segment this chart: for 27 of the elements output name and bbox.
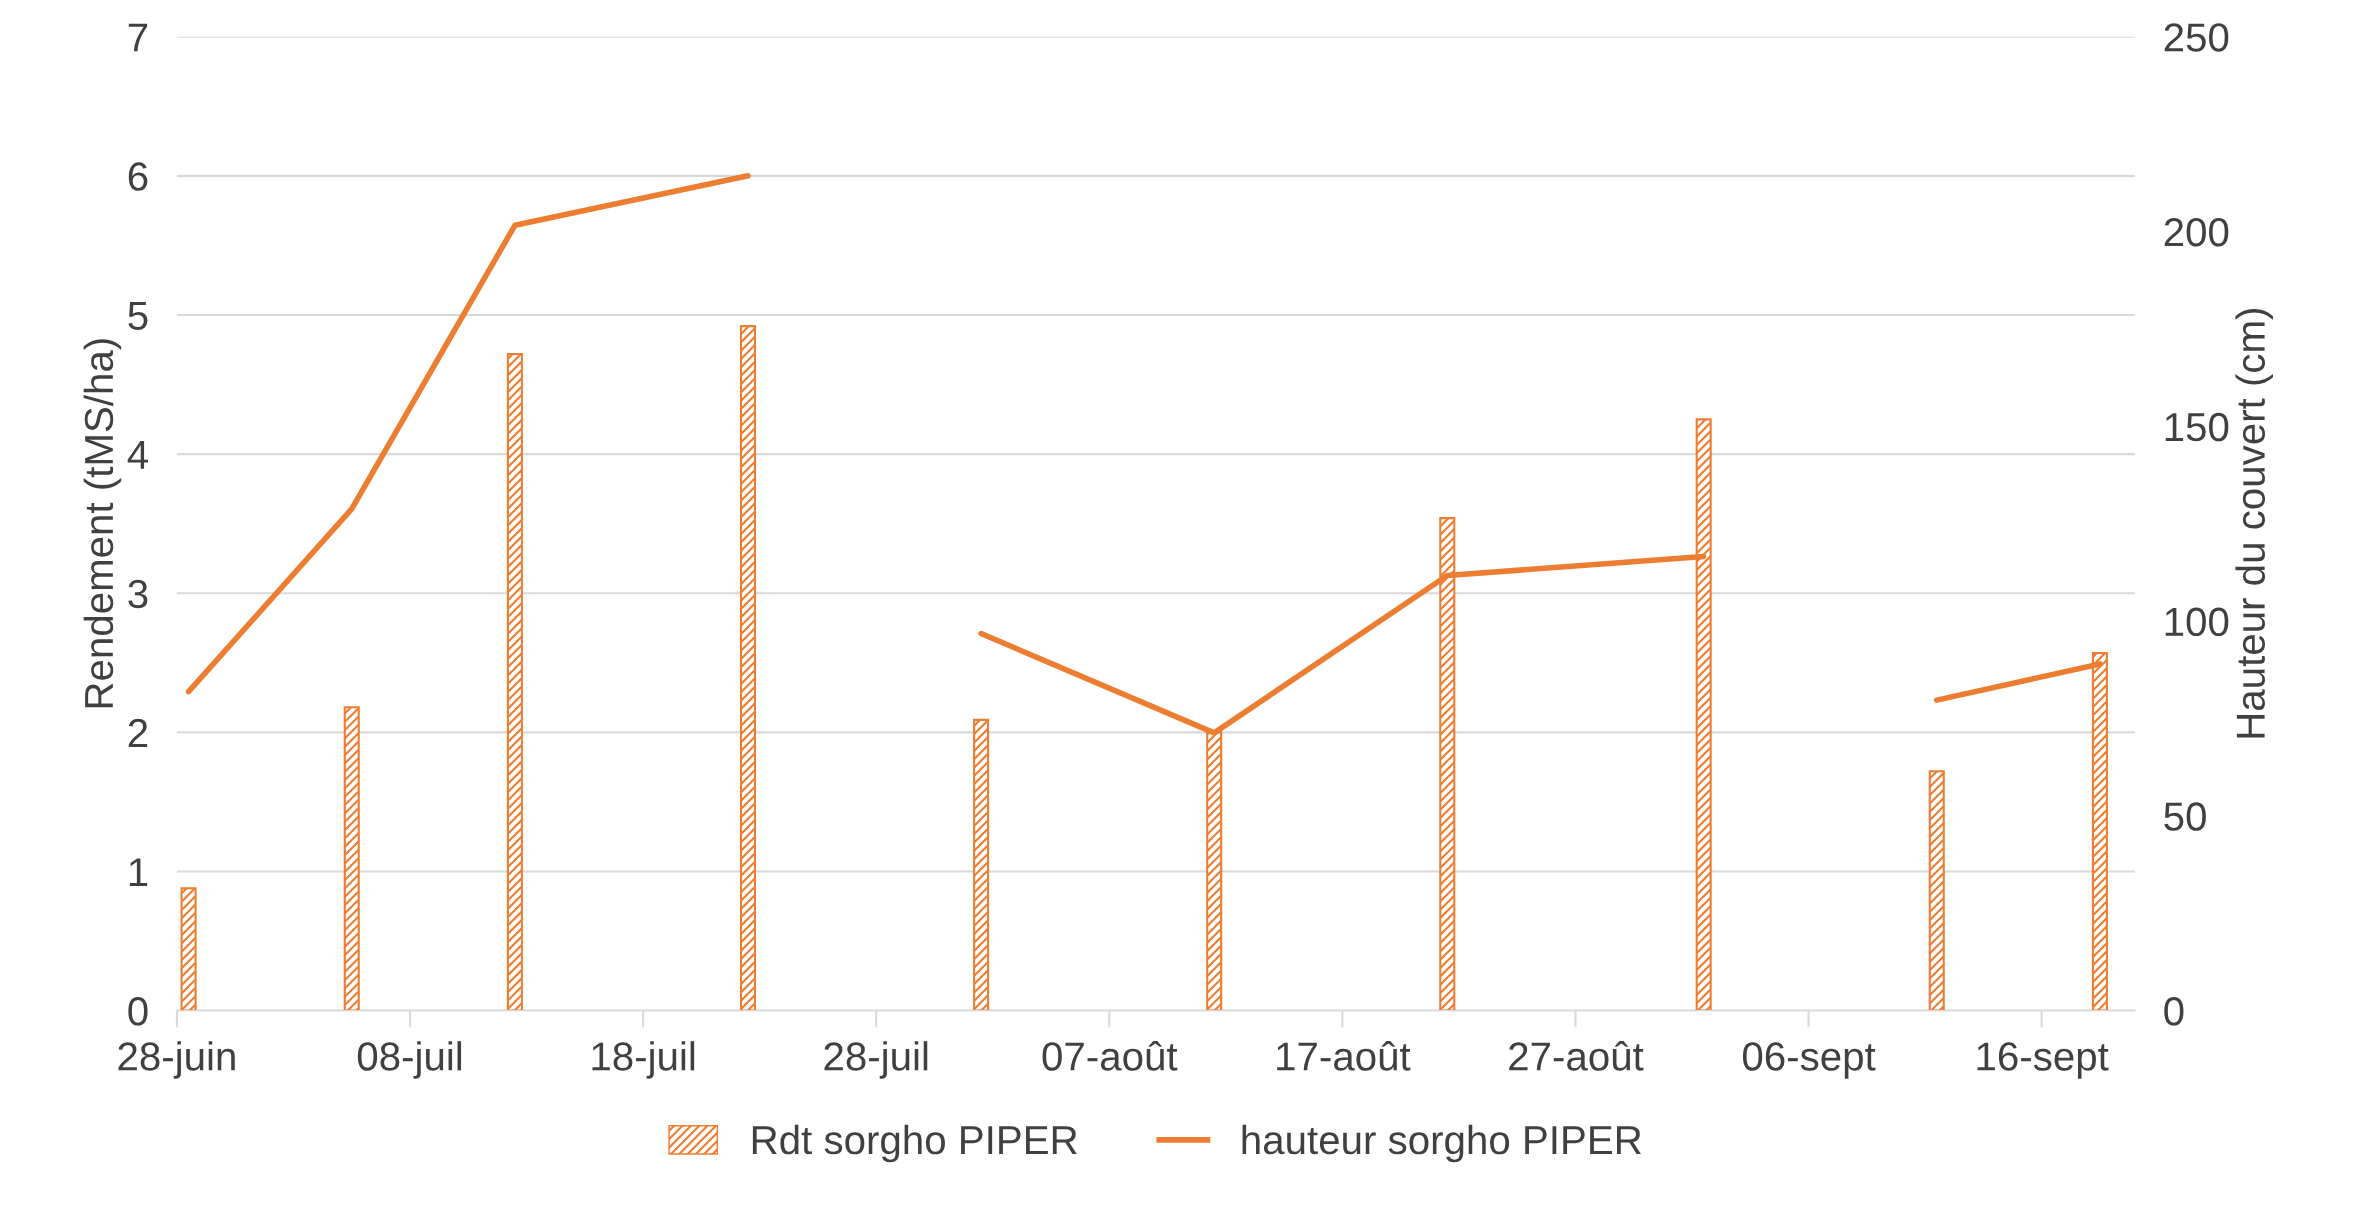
y-tick-label: 7 (128, 23, 148, 52)
x-tick-label: 08-juil (357, 1041, 462, 1079)
x-tick-label: 27-août (1509, 1041, 1644, 1071)
y-tick-label: 6 (128, 162, 148, 191)
y2-tick-label: 200 (2164, 217, 2229, 247)
y-tick-label: 2 (128, 718, 148, 747)
y-tick-label: 3 (128, 579, 148, 609)
legend-label: Rdt sorgho PIPER (752, 1124, 1077, 1163)
y-tick-label: 4 (127, 441, 148, 469)
legend-label: hauteur sorgho PIPER (1242, 1124, 1641, 1163)
x-tick-label: 28-juin (118, 1041, 235, 1079)
y-axis-title: Rendement (tMS/ha) (83, 339, 122, 708)
x-tick-label: 18-juil (592, 1041, 695, 1079)
x-tick-label: 16-sept (1977, 1042, 2109, 1079)
y2-tick-label: 0 (2164, 997, 2184, 1026)
y-tick-label: 5 (128, 301, 148, 330)
x-tick-label: 17-août (1277, 1041, 1411, 1071)
x-tick-label: 07-août (1042, 1041, 1178, 1071)
y2-axis-title: Hauteur du couvert (cm) (2235, 309, 2273, 738)
x-tick-label: 06-sept (1742, 1042, 1876, 1079)
y2-tick-label: 100 (2165, 607, 2229, 637)
y-tick-label: 1 (129, 858, 148, 887)
y2-tick-label: 50 (2164, 802, 2206, 831)
y2-tick-label: 250 (2164, 23, 2229, 52)
x-tick-label: 28-juil (824, 1041, 928, 1079)
y-tick-label: 0 (128, 997, 148, 1026)
y2-tick-label: 150 (2165, 412, 2229, 442)
